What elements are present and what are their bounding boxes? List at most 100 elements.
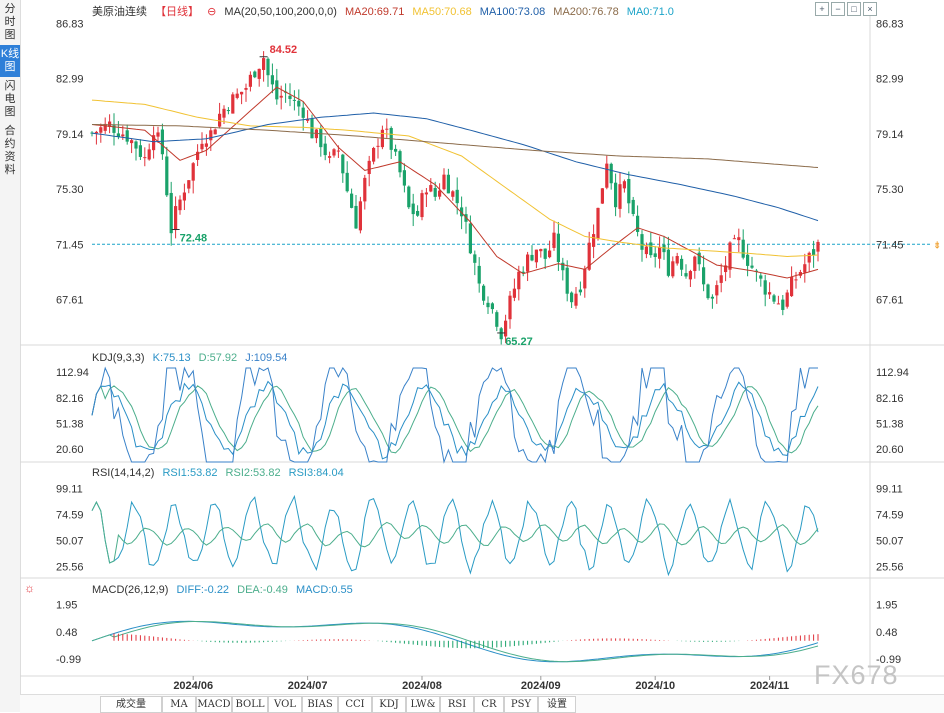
- tab-intraday[interactable]: 分时图: [4, 3, 16, 41]
- rsi-y-label-right: 74.59: [876, 509, 904, 521]
- settings-icon[interactable]: ⊖: [207, 6, 217, 18]
- tb-cr-button[interactable]: CR: [474, 696, 504, 713]
- y-axis-label-left: 86.83: [56, 19, 84, 31]
- kdj-y-label-right: 112.94: [876, 367, 909, 379]
- tb-bias-button[interactable]: BIAS: [302, 696, 338, 713]
- fullscreen-icon[interactable]: □: [847, 2, 861, 16]
- tb-volume-button[interactable]: 成交量: [100, 696, 162, 713]
- macd-y-label-right: 1.95: [876, 600, 897, 612]
- candle-body: [218, 113, 222, 127]
- candle-body: [306, 118, 310, 121]
- candle-body: [605, 163, 609, 188]
- candle-body: [794, 279, 798, 281]
- candle-body: [763, 280, 767, 295]
- tb-boll-button[interactable]: BOLL: [232, 696, 268, 713]
- indicator-settings-icon[interactable]: ☼: [24, 581, 35, 595]
- candle-body: [486, 302, 490, 308]
- candle-body: [490, 303, 494, 310]
- macd-y-label-right: -0.99: [876, 654, 901, 666]
- zoom-out-icon[interactable]: −: [831, 2, 845, 16]
- close-icon[interactable]: ×: [863, 2, 877, 16]
- rsi-y-label-left: 99.11: [56, 483, 83, 495]
- macd-y-label-right: 0.48: [876, 627, 897, 639]
- candle-body: [534, 249, 538, 263]
- tb-kdj-button[interactable]: KDJ: [372, 696, 406, 713]
- kdj-line-d: [91, 385, 819, 454]
- candle-body: [372, 147, 376, 162]
- candle-body: [323, 143, 327, 156]
- candle-body: [402, 170, 406, 186]
- candle-body: [627, 178, 631, 204]
- candle-body: [512, 288, 516, 298]
- tab-flash[interactable]: 闪电图: [4, 80, 16, 118]
- tb-settings-button[interactable]: 设置: [538, 696, 576, 713]
- ma-line-ma50: [91, 99, 819, 258]
- candle-body: [240, 91, 244, 95]
- rsi-line-rsi1: [91, 494, 819, 577]
- candle-body: [275, 80, 279, 100]
- indicator-toolbar: 成交量 MA MACD BOLL VOL BIAS CCI KDJ LW& RS…: [20, 694, 944, 713]
- rsi2-value: RSI2:53.82: [225, 467, 281, 479]
- rsi3-value: RSI3:84.04: [288, 467, 344, 479]
- candle-body: [226, 110, 230, 112]
- tb-ma-button[interactable]: MA: [162, 696, 196, 713]
- y-axis-label-right: 79.14: [876, 129, 904, 141]
- candle-body: [785, 292, 789, 307]
- candle-body: [94, 131, 98, 134]
- tb-rsi-button[interactable]: RSI: [440, 696, 474, 713]
- rsi-legend: RSI(14,14,2) RSI1:53.82 RSI2:53.82 RSI3:…: [92, 467, 349, 479]
- candle-body: [354, 205, 358, 229]
- x-axis-label: 2024/10: [635, 680, 675, 692]
- candle-body: [99, 127, 103, 133]
- candle-body: [152, 135, 156, 151]
- candle-body: [539, 249, 543, 252]
- candle-body: [160, 129, 164, 155]
- candle-body: [407, 186, 411, 208]
- candle-body: [684, 273, 688, 277]
- period-label[interactable]: 【日线】: [155, 6, 200, 18]
- ma-params: MA(20,50,100,200,0,0): [224, 6, 337, 18]
- rsi-y-label-left: 50.07: [56, 536, 84, 548]
- candle-body: [482, 285, 486, 301]
- kdj-y-label-left: 51.38: [56, 418, 84, 430]
- candle-body: [574, 293, 578, 306]
- candle-body: [658, 246, 662, 259]
- candle-body: [424, 192, 428, 195]
- candle-body: [504, 320, 508, 337]
- y-axis-label-left: 75.30: [56, 184, 84, 196]
- tab-contract-info[interactable]: 合约资料: [4, 125, 16, 176]
- tb-vol-button[interactable]: VOL: [268, 696, 302, 713]
- kdj-d-value: D:57.92: [198, 352, 238, 364]
- tb-macd-button[interactable]: MACD: [196, 696, 232, 713]
- candle-body: [772, 295, 776, 302]
- candle-body: [596, 207, 600, 239]
- tb-lw-button[interactable]: LW&: [406, 696, 440, 713]
- ma-line-ma200: [92, 124, 819, 168]
- candle-body: [204, 143, 208, 147]
- candle-body: [715, 285, 719, 296]
- candle-body: [644, 246, 648, 255]
- candle-body: [548, 250, 552, 258]
- candle-body: [350, 193, 354, 208]
- tab-kline[interactable]: K线图: [0, 45, 20, 77]
- candle-body: [680, 258, 684, 270]
- candle-body: [697, 252, 701, 265]
- rsi-y-label-right: 99.11: [876, 483, 903, 495]
- candle-body: [552, 232, 556, 248]
- candle-body: [385, 128, 389, 130]
- candle-body: [517, 271, 521, 290]
- tb-psy-button[interactable]: PSY: [504, 696, 538, 713]
- candle-body: [196, 151, 200, 160]
- candle-body: [521, 271, 525, 274]
- candle-body: [90, 132, 94, 134]
- candle-body: [125, 130, 129, 142]
- rsi-line-rsi3: [91, 500, 819, 564]
- ma0-value: MA0:71.0: [626, 6, 674, 18]
- candle-body: [495, 312, 499, 327]
- candle-body: [178, 199, 182, 211]
- candle-body: [746, 254, 750, 266]
- candle-body: [631, 199, 635, 214]
- zoom-in-icon[interactable]: +: [815, 2, 829, 16]
- candle-body: [543, 248, 547, 259]
- tb-cci-button[interactable]: CCI: [338, 696, 372, 713]
